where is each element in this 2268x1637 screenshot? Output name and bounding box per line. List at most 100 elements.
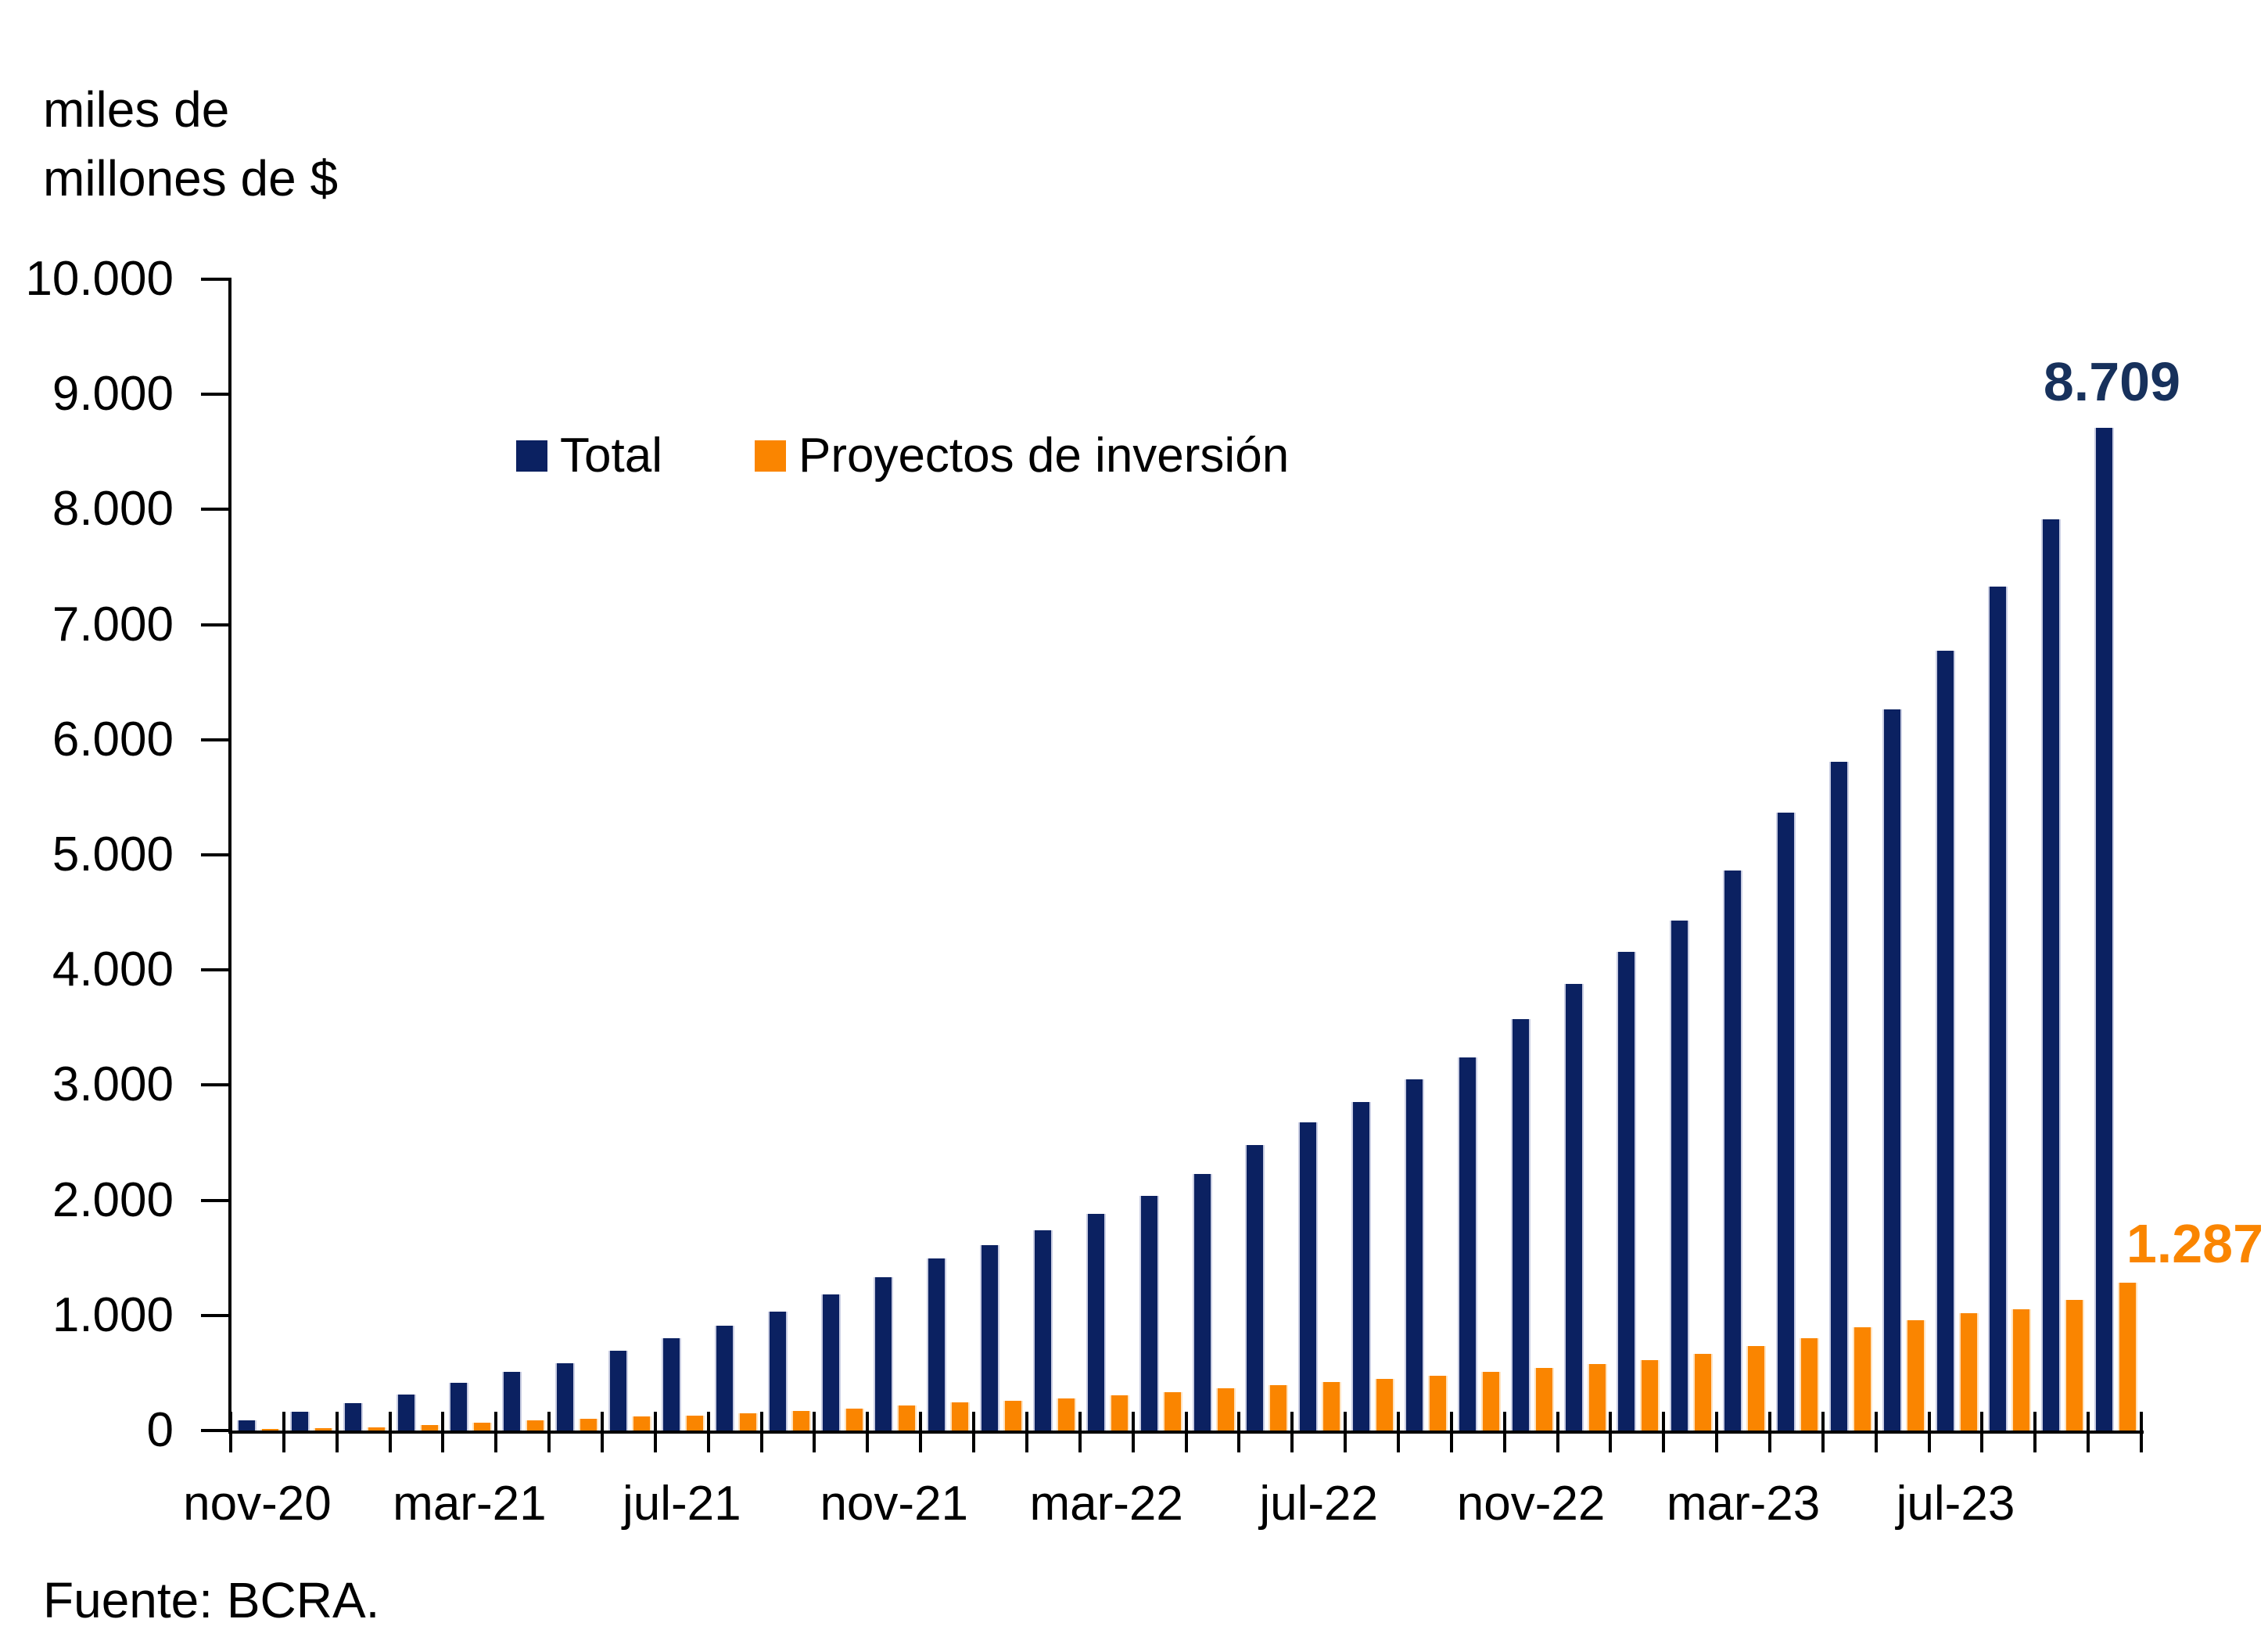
x-tick-label-nov-20: nov-20 bbox=[183, 1477, 332, 1531]
x-axis-tick bbox=[1290, 1412, 1294, 1452]
bar-total-feb-23 bbox=[1670, 921, 1690, 1431]
bar-total-dic-21 bbox=[927, 1258, 947, 1431]
bar-total-ene-23 bbox=[1617, 952, 1637, 1431]
legend-item-total: Total bbox=[516, 432, 662, 480]
bar-proyectos-ago-23 bbox=[2011, 1309, 2032, 1431]
x-axis-tick bbox=[1927, 1412, 1931, 1452]
bar-proyectos-nov-22 bbox=[1534, 1368, 1554, 1431]
bar-total-nov-21 bbox=[874, 1277, 894, 1431]
x-axis-tick bbox=[1131, 1412, 1135, 1452]
bar-proyectos-mar-21 bbox=[472, 1423, 493, 1431]
x-axis-tick bbox=[441, 1412, 445, 1452]
bar-total-oct-21 bbox=[820, 1294, 841, 1431]
x-axis-tick bbox=[759, 1412, 763, 1452]
bar-proyectos-nov-21 bbox=[897, 1405, 917, 1431]
x-axis-tick bbox=[866, 1412, 870, 1452]
x-tick-label-mar-23: mar-23 bbox=[1666, 1477, 1821, 1531]
x-axis-tick bbox=[706, 1412, 710, 1452]
y-tick-label-4.000: 4.000 bbox=[52, 942, 174, 997]
bar-proyectos-oct-23 bbox=[2118, 1283, 2138, 1431]
x-axis-tick bbox=[1715, 1412, 1719, 1452]
legend-swatch-total-icon bbox=[516, 440, 547, 472]
bar-proyectos-abr-23 bbox=[1800, 1338, 1819, 1431]
bar-proyectos-may-21 bbox=[579, 1419, 599, 1431]
bar-proyectos-abr-22 bbox=[1162, 1392, 1182, 1431]
axis-units-title-line1: miles de bbox=[43, 81, 230, 138]
bar-total-oct-22 bbox=[1457, 1057, 1477, 1431]
x-tick-label-nov-22: nov-22 bbox=[1456, 1477, 1606, 1531]
x-tick-label-nov-21: nov-21 bbox=[820, 1477, 969, 1531]
axis-units-title: miles de millones de $ bbox=[43, 75, 338, 213]
y-axis-tick bbox=[201, 508, 231, 512]
bar-proyectos-ene-21 bbox=[366, 1427, 386, 1431]
x-tick-label-mar-21: mar-21 bbox=[393, 1477, 547, 1531]
bar-total-jul-22 bbox=[1298, 1122, 1319, 1431]
bar-total-dic-22 bbox=[1563, 984, 1584, 1431]
bar-total-oct-23 bbox=[2094, 428, 2115, 1431]
x-axis-tick bbox=[601, 1412, 605, 1452]
bar-total-ago-22 bbox=[1351, 1102, 1372, 1431]
bar-total-jun-21 bbox=[608, 1351, 628, 1431]
bar-proyectos-nov-20 bbox=[260, 1429, 280, 1431]
bar-proyectos-oct-21 bbox=[844, 1409, 864, 1431]
x-axis-tick bbox=[282, 1412, 285, 1452]
y-tick-label-5.000: 5.000 bbox=[52, 827, 174, 881]
bar-total-sep-22 bbox=[1404, 1079, 1424, 1431]
bar-proyectos-sep-21 bbox=[791, 1411, 811, 1431]
x-axis-tick bbox=[2033, 1412, 2037, 1452]
bar-total-dic-20 bbox=[289, 1412, 310, 1431]
x-axis-tick bbox=[2087, 1412, 2090, 1452]
bar-proyectos-ago-21 bbox=[737, 1413, 758, 1431]
source-note: Fuente: BCRA. bbox=[43, 1572, 380, 1628]
x-tick-label-mar-22: mar-22 bbox=[1029, 1477, 1183, 1531]
x-tick-label-jul-21: jul-21 bbox=[622, 1477, 741, 1531]
x-axis-tick bbox=[1396, 1412, 1400, 1452]
bar-total-may-23 bbox=[1828, 762, 1849, 1431]
bar-proyectos-may-22 bbox=[1215, 1388, 1236, 1431]
x-axis-tick bbox=[1556, 1412, 1559, 1452]
y-tick-label-1.000: 1.000 bbox=[52, 1287, 174, 1342]
x-axis-tick bbox=[813, 1412, 816, 1452]
bar-proyectos-dic-22 bbox=[1587, 1364, 1607, 1431]
bar-total-ene-22 bbox=[980, 1245, 1000, 1431]
bar-total-feb-21 bbox=[396, 1395, 416, 1431]
bar-proyectos-feb-23 bbox=[1693, 1354, 1714, 1431]
bar-total-jun-23 bbox=[1882, 709, 1902, 1431]
bar-proyectos-may-23 bbox=[1852, 1327, 1872, 1431]
x-axis-tick bbox=[335, 1412, 339, 1452]
y-axis-tick bbox=[201, 738, 231, 741]
bar-total-nov-22 bbox=[1510, 1019, 1531, 1431]
bar-total-jul-23 bbox=[1935, 651, 1955, 1431]
y-axis-tick bbox=[201, 1429, 231, 1432]
bar-total-abr-23 bbox=[1776, 813, 1796, 1431]
bar-total-abr-22 bbox=[1139, 1196, 1159, 1431]
bar-total-ene-21 bbox=[343, 1403, 363, 1431]
legend: Total Proyectos de inversión bbox=[516, 432, 1381, 480]
bar-total-ago-23 bbox=[1988, 587, 2008, 1431]
bar-total-mar-21 bbox=[449, 1383, 469, 1431]
bar-total-mar-23 bbox=[1723, 871, 1743, 1431]
x-axis-tick bbox=[1874, 1412, 1878, 1452]
x-axis-tick bbox=[1821, 1412, 1825, 1452]
bar-total-ago-21 bbox=[714, 1326, 734, 1431]
x-axis-tick bbox=[547, 1412, 551, 1452]
y-axis-tick bbox=[201, 623, 231, 626]
y-axis-tick bbox=[201, 278, 231, 281]
y-tick-label-7.000: 7.000 bbox=[52, 597, 174, 652]
bar-total-feb-22 bbox=[1032, 1230, 1053, 1431]
bar-proyectos-jul-23 bbox=[1958, 1313, 1979, 1431]
bar-proyectos-ene-23 bbox=[1640, 1360, 1660, 1431]
axis-units-title-line2: millones de $ bbox=[43, 150, 339, 206]
bar-proyectos-jul-21 bbox=[684, 1416, 705, 1431]
bar-proyectos-oct-22 bbox=[1480, 1372, 1501, 1431]
x-axis-tick bbox=[494, 1412, 498, 1452]
x-axis-tick bbox=[388, 1412, 392, 1452]
y-axis-tick bbox=[201, 853, 231, 856]
x-axis-tick bbox=[919, 1412, 923, 1452]
x-tick-label-jul-22: jul-22 bbox=[1259, 1477, 1378, 1531]
bar-proyectos-ago-22 bbox=[1375, 1379, 1395, 1431]
data-label-proyectos-last: 1.287 bbox=[2126, 1213, 2263, 1274]
x-axis-tick bbox=[1449, 1412, 1453, 1452]
data-label-total-last: 8.709 bbox=[2043, 351, 2180, 412]
